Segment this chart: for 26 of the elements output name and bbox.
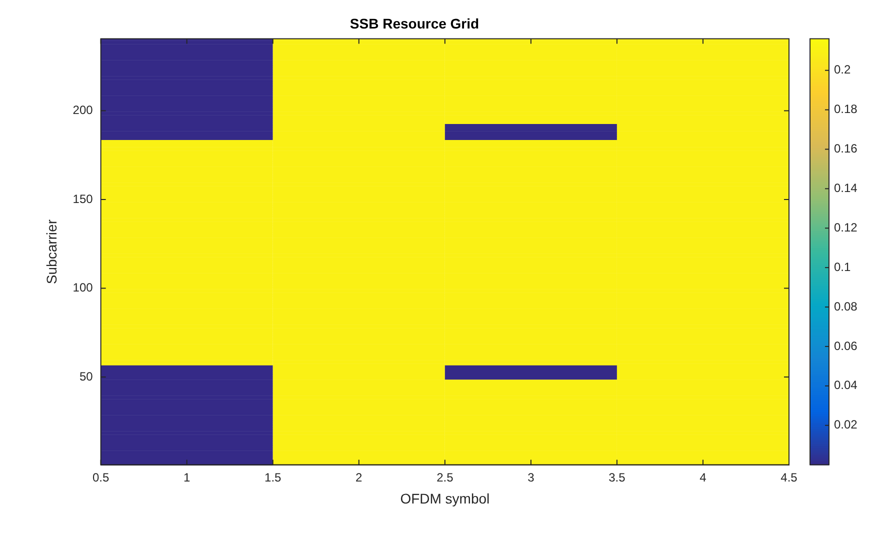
color-bar-label: 0.12 (834, 220, 858, 234)
x-tick-label: 0.5 (92, 470, 110, 484)
color-bar-label: 0.08 (834, 299, 858, 314)
x-tick-label: 2.5 (436, 470, 454, 484)
color-bar-label: 0.04 (834, 378, 858, 392)
color-bar-label: 0.06 (834, 338, 858, 353)
y-axis-title: Subcarrier (43, 219, 60, 284)
x-tick-label: 2 (356, 470, 363, 484)
x-tick-label: 4.5 (780, 470, 798, 484)
y-tick-label: 100 (72, 280, 94, 294)
color-bar-label: 0.14 (834, 181, 858, 195)
x-axis-title: OFDM symbol (400, 490, 490, 506)
y-tick-label: 200 (72, 103, 94, 117)
color-bar-label: 0.18 (834, 102, 858, 116)
chart-title: SSB Resource Grid (350, 15, 480, 32)
x-tick-label: 3 (528, 470, 535, 484)
x-tick-label: 1 (184, 470, 190, 484)
y-tick-label: 150 (72, 192, 94, 206)
color-bar-label: 0.2 (834, 62, 852, 77)
x-tick-label: 1.5 (264, 470, 282, 484)
x-tick-label: 3.5 (608, 470, 626, 484)
color-bar-label: 0.02 (834, 418, 858, 432)
color-bar-label: 0.16 (834, 142, 858, 156)
x-tick-label: 4 (700, 470, 707, 484)
color-bar-label: 0.1 (834, 260, 852, 274)
y-tick-label: 50 (79, 369, 94, 384)
